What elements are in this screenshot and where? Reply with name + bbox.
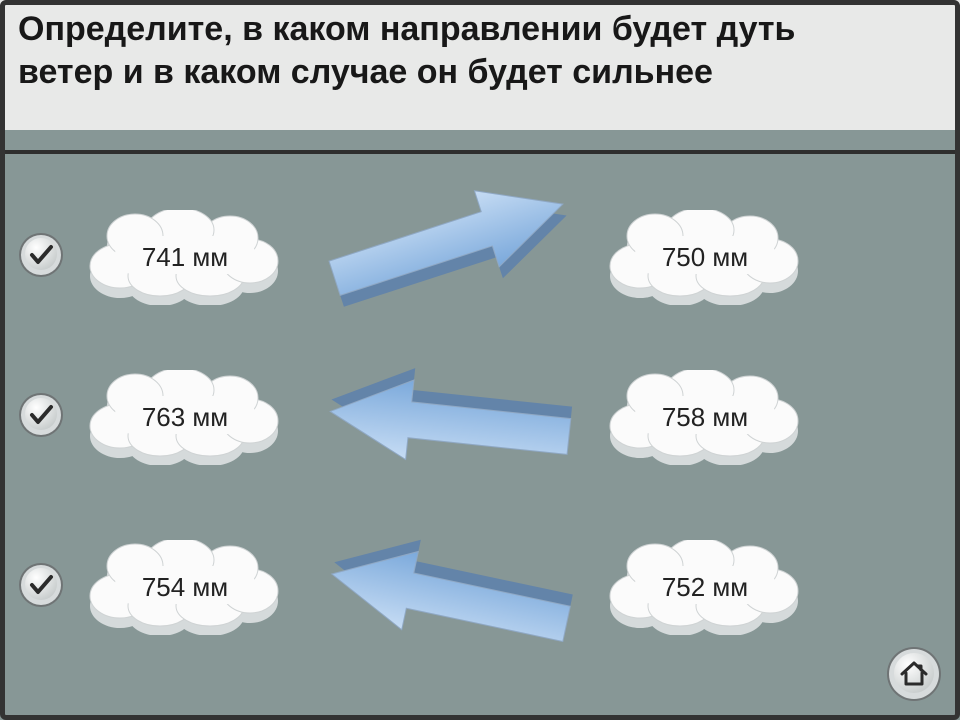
bullet-check-2[interactable] [18,392,64,438]
cloud-right-2-label: 758 мм [600,370,810,465]
title-divider [0,150,960,154]
cloud-left-3-label: 754 мм [80,540,290,635]
arrow-1 [311,157,589,332]
title-bar: Определите, в каком направлении будет ду… [0,0,960,130]
cloud-right-3: 752 мм [600,540,810,635]
bullet-check-3[interactable] [18,562,64,608]
slide: Определите, в каком направлении будет ду… [0,0,960,720]
arrow-3 [312,519,587,671]
cloud-left-3: 754 мм [80,540,290,635]
bullet-check-1[interactable] [18,232,64,278]
cloud-left-1: 741 мм [80,210,290,305]
home-button[interactable] [886,646,942,702]
title-text: Определите, в каком направлении будет ду… [18,8,942,93]
cloud-left-1-label: 741 мм [80,210,290,305]
cloud-left-2: 763 мм [80,370,290,465]
cloud-left-2-label: 763 мм [80,370,290,465]
cloud-right-3-label: 752 мм [600,540,810,635]
title-line-2: ветер и в каком случае он будет сильнее [18,53,713,91]
cloud-right-1: 750 мм [600,210,810,305]
cloud-right-2: 758 мм [600,370,810,465]
arrow-2 [315,357,584,484]
title-line-1: Определите, в каком направлении будет ду… [18,10,795,48]
cloud-right-1-label: 750 мм [600,210,810,305]
